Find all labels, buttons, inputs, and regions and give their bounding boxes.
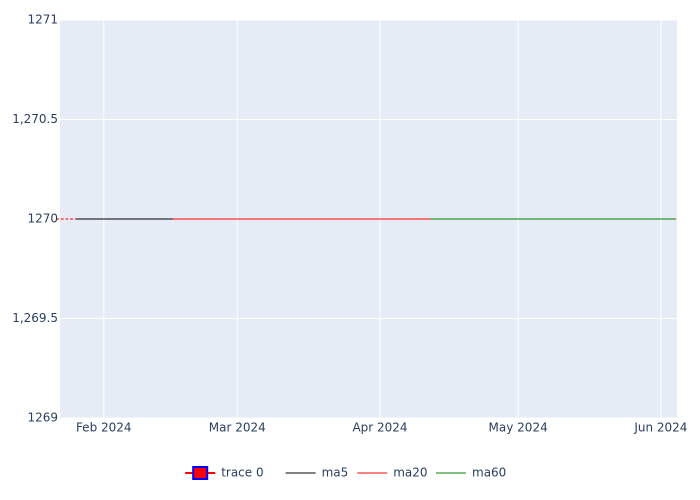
legend-swatch	[192, 466, 209, 480]
legend-label: trace 0	[221, 466, 263, 480]
y-tick-label: 1,269.5	[12, 311, 58, 325]
legend: trace 0 ma5 ma20 ma60	[185, 466, 506, 480]
legend-label: ma20	[393, 466, 427, 480]
x-tick-label: Feb 2024	[76, 421, 132, 435]
legend-item[interactable]: ma5	[285, 466, 349, 480]
x-tick-label: May 2024	[489, 421, 548, 435]
legend-item[interactable]: ma60	[436, 466, 506, 480]
x-tick-label: Mar 2024	[209, 421, 266, 435]
candle-body	[74, 218, 78, 220]
candle-body	[70, 218, 74, 220]
candle-body	[56, 218, 60, 220]
y-tick-label: 1270	[27, 212, 58, 226]
legend-label: ma60	[472, 466, 506, 480]
legend-item[interactable]: ma20	[357, 466, 428, 480]
y-tick-label: 1269	[27, 411, 58, 425]
candle-body	[65, 218, 69, 220]
legend-label: ma5	[322, 466, 349, 480]
x-tick-label: Jun 2024	[633, 421, 687, 435]
marks	[56, 218, 677, 220]
candle-body	[60, 218, 64, 220]
legend-item[interactable]: trace 0	[185, 466, 264, 480]
labels: 1269 1,269.5 1270 1,270.5 1271 Feb 2024 Mar 20…	[12, 13, 687, 435]
y-tick-label: 1,270.5	[12, 112, 58, 126]
x-tick-label: Apr 2024	[352, 421, 407, 435]
y-tick-label: 1271	[27, 13, 58, 27]
